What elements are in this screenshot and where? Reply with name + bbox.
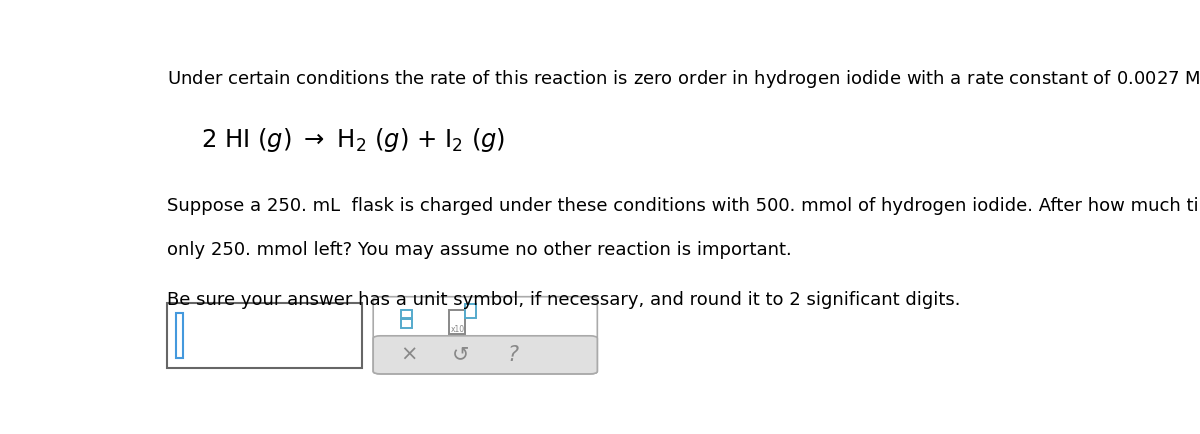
FancyBboxPatch shape — [373, 297, 598, 374]
Text: only 250. mmol left? You may assume no other reaction is important.: only 250. mmol left? You may assume no o… — [167, 241, 792, 259]
Text: Under certain conditions the rate of this reaction is zero order in hydrogen iod: Under certain conditions the rate of thi… — [167, 67, 1200, 91]
Bar — [466, 304, 476, 319]
Text: 2 HI $(g)$ $\rightarrow$ H$_2$ $(g)$ + I$_2$ $(g)$: 2 HI $(g)$ $\rightarrow$ H$_2$ $(g)$ + I… — [202, 125, 505, 154]
Text: ×: × — [400, 345, 418, 365]
FancyBboxPatch shape — [167, 303, 362, 368]
Text: Suppose a 250. mL  flask is charged under these conditions with 500. mmol of hyd: Suppose a 250. mL flask is charged under… — [167, 197, 1200, 215]
Text: ?: ? — [508, 345, 518, 365]
Text: ↺: ↺ — [452, 345, 469, 365]
Text: x10: x10 — [451, 325, 464, 334]
FancyBboxPatch shape — [176, 313, 182, 358]
Bar — [401, 319, 413, 328]
Bar — [401, 309, 413, 319]
Bar — [450, 310, 466, 335]
Text: Be sure your answer has a unit symbol, if necessary, and round it to 2 significa: Be sure your answer has a unit symbol, i… — [167, 291, 960, 309]
FancyBboxPatch shape — [373, 336, 598, 374]
